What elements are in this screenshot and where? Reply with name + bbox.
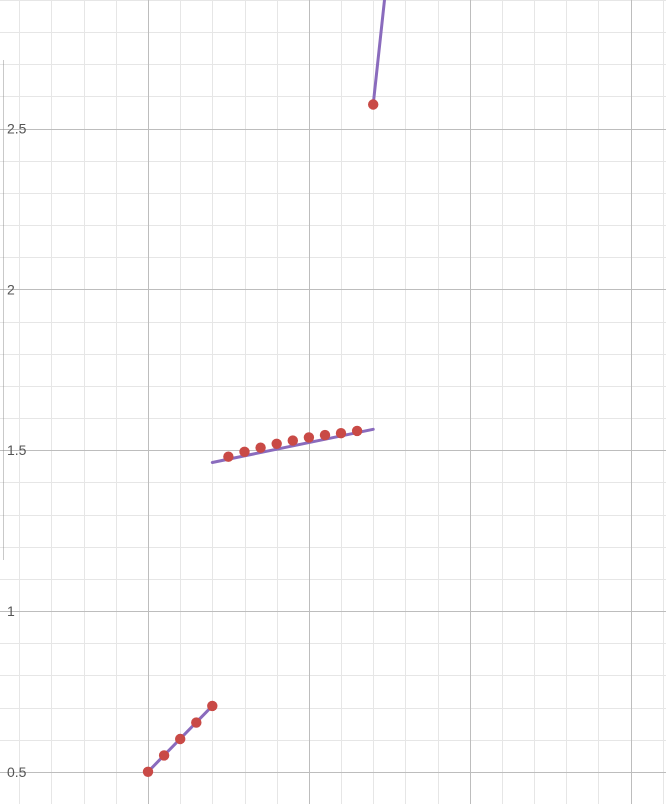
data-point[interactable] bbox=[239, 446, 250, 457]
series-line-2 bbox=[371, 0, 386, 106]
data-point[interactable] bbox=[351, 425, 363, 437]
series-line-1 bbox=[210, 427, 375, 464]
y-tick-label: 1.5 bbox=[7, 442, 27, 458]
y-tick-label: 2 bbox=[7, 281, 15, 297]
data-point[interactable] bbox=[175, 733, 186, 745]
data-point[interactable] bbox=[207, 700, 218, 712]
data-points bbox=[142, 99, 379, 777]
series-lines bbox=[146, 0, 386, 774]
data-point[interactable] bbox=[271, 438, 282, 449]
y-tick-label: 1 bbox=[7, 603, 15, 619]
data-point[interactable] bbox=[335, 428, 347, 439]
data-point[interactable] bbox=[142, 766, 154, 777]
y-tick-labels: 0.5 1 1.5 2 2.5 bbox=[7, 121, 27, 780]
data-point[interactable] bbox=[303, 432, 315, 443]
data-point[interactable] bbox=[287, 435, 298, 446]
data-point[interactable] bbox=[191, 717, 202, 728]
data-point[interactable] bbox=[158, 750, 170, 761]
data-point[interactable] bbox=[319, 429, 331, 441]
y-tick-label: 2.5 bbox=[7, 121, 27, 137]
data-point[interactable] bbox=[223, 451, 234, 462]
data-point[interactable] bbox=[255, 442, 266, 453]
y-tick-label: 0.5 bbox=[7, 764, 27, 780]
data-point[interactable] bbox=[368, 99, 379, 110]
